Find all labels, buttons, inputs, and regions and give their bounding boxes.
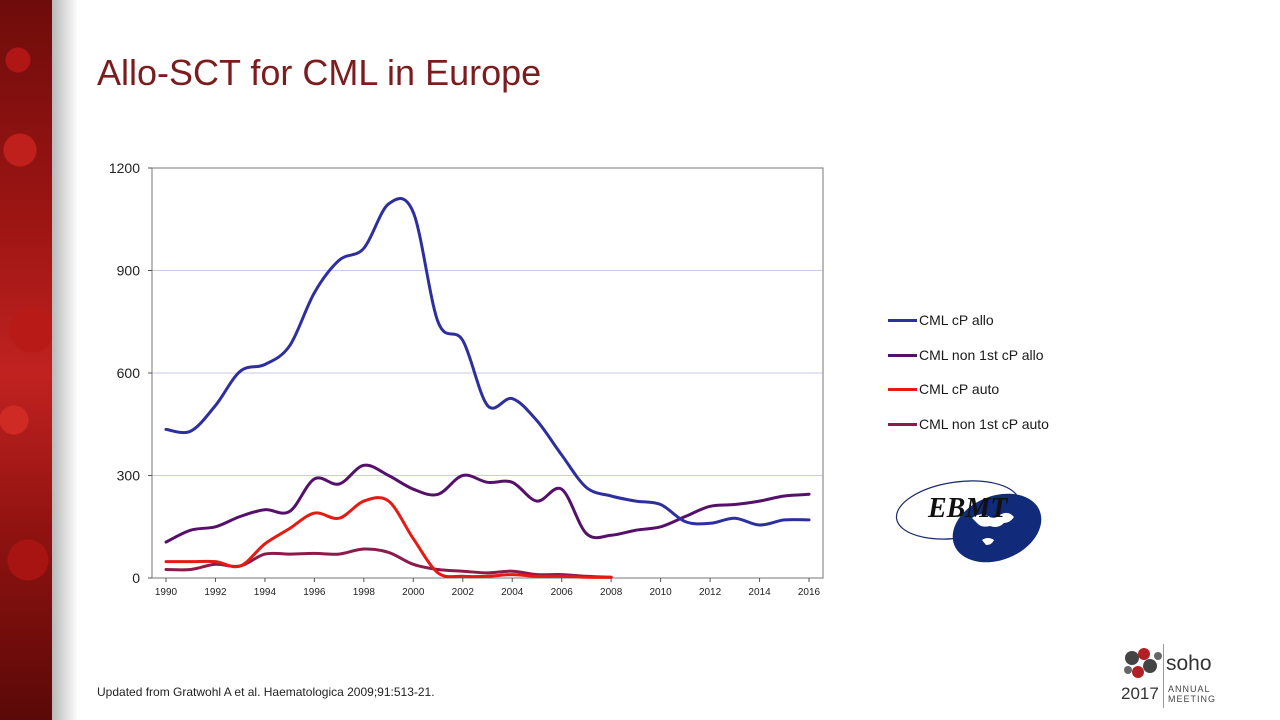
- x-tick-label: 2000: [402, 587, 425, 598]
- source-citation: Updated from Gratwohl A et al. Haematolo…: [97, 685, 435, 699]
- legend-swatch: [888, 353, 917, 357]
- legend-swatch: [888, 422, 917, 426]
- ebmt-wordmark: EBMT: [927, 493, 1009, 524]
- x-tick-label: 2004: [501, 587, 524, 598]
- series-line-cml-cp-allo: [164, 197, 811, 527]
- legend-label: CML non 1st cP auto: [919, 415, 1049, 432]
- chart-series: [164, 197, 811, 579]
- soho-wordmark: soho: [1166, 652, 1212, 675]
- side-band-shadow: [52, 0, 78, 720]
- x-axis-ticks: 1990 1992 1994 1996 1998 2000 2002 2004 2006 2008…: [155, 578, 821, 598]
- slide-title: Allo-SCT for CML in Europe: [97, 52, 542, 93]
- x-tick-label: 1998: [353, 587, 376, 598]
- y-tick-label: 1200: [109, 160, 140, 176]
- legend-swatch: [888, 319, 917, 322]
- x-tick-label: 1992: [204, 587, 227, 598]
- soho-subtitle: ANNUAL MEETING: [1168, 684, 1228, 704]
- legend-item-cml-non-1st-cp-allo: CML non 1st cP allo: [888, 347, 1049, 382]
- legend-label: CML cP allo: [919, 312, 994, 328]
- y-axis-ticks: 0 300 600 900 1200: [109, 160, 152, 586]
- soho-subtitle-line1: ANNUAL: [1168, 684, 1211, 694]
- x-tick-label: 2010: [649, 587, 672, 598]
- y-tick-label: 0: [132, 570, 140, 586]
- x-tick-label: 2012: [699, 587, 722, 598]
- y-tick-label: 300: [117, 468, 141, 484]
- decorative-side-band: [0, 0, 52, 720]
- legend-label: CML cP auto: [919, 381, 1000, 397]
- legend-swatch: [888, 388, 917, 391]
- x-tick-label: 1996: [303, 587, 326, 598]
- x-tick-label: 1990: [155, 587, 178, 598]
- series-line-cml-non-1st-cp-auto: [164, 547, 613, 579]
- x-tick-label: 2016: [798, 587, 821, 598]
- legend-item-cml-cp-allo: CML cP allo: [888, 312, 1049, 347]
- ebmt-logo: EBMT: [895, 480, 1042, 563]
- x-tick-label: 2002: [452, 587, 475, 598]
- x-tick-label: 1994: [254, 587, 277, 598]
- series-line-cml-non-1st-cp-allo: [164, 463, 811, 544]
- soho-year: 2017: [1121, 684, 1159, 703]
- soho-molecule-icon: [1124, 648, 1162, 678]
- series-line-cml-cp-auto: [164, 496, 613, 579]
- chart-legend: CML cP allo CML non 1st cP allo CML cP aut…: [888, 312, 1049, 450]
- soho-divider: [1163, 644, 1164, 708]
- legend-label: CML non 1st cP allo: [919, 346, 1044, 363]
- y-tick-label: 900: [117, 263, 141, 279]
- soho-annual-meeting-logo: soho 2017 ANNUAL MEETING: [1118, 642, 1228, 710]
- x-tick-label: 2014: [748, 587, 771, 598]
- legend-item-cml-cp-auto: CML cP auto: [888, 381, 1049, 416]
- soho-subtitle-line2: MEETING: [1168, 694, 1217, 704]
- chart-gridlines: [152, 270, 823, 476]
- legend-item-cml-non-1st-cp-auto: CML non 1st cP auto: [888, 416, 1049, 451]
- x-tick-label: 2008: [600, 587, 623, 598]
- y-tick-label: 600: [117, 365, 141, 381]
- x-tick-label: 2006: [551, 587, 574, 598]
